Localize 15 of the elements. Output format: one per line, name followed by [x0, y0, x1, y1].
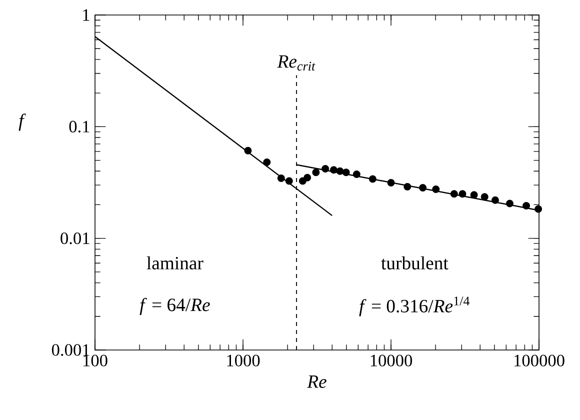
- y-tick-label: 0.1: [69, 120, 90, 133]
- y-axis-title: f: [18, 114, 26, 131]
- annotation: laminar: [146, 256, 204, 270]
- annotation: turbulent: [381, 256, 448, 270]
- y-tick-label: 0.01: [60, 232, 90, 244]
- y-tick-label: 0.001: [52, 344, 90, 356]
- ref-line-label: Re$_{crit}$: [277, 55, 316, 71]
- x-tick-label: 100000: [514, 354, 564, 366]
- annotation: f = 0.316/Re$^{1/4}$: [359, 296, 470, 316]
- x-tick-label: 100: [84, 354, 108, 366]
- x-tick-label: 1000: [227, 354, 260, 366]
- x-axis-title: Re: [307, 376, 326, 388]
- annotation: f = 64/Re: [140, 298, 210, 316]
- y-tick-label: 1: [83, 9, 90, 21]
- x-tick-label: 10000: [370, 354, 412, 366]
